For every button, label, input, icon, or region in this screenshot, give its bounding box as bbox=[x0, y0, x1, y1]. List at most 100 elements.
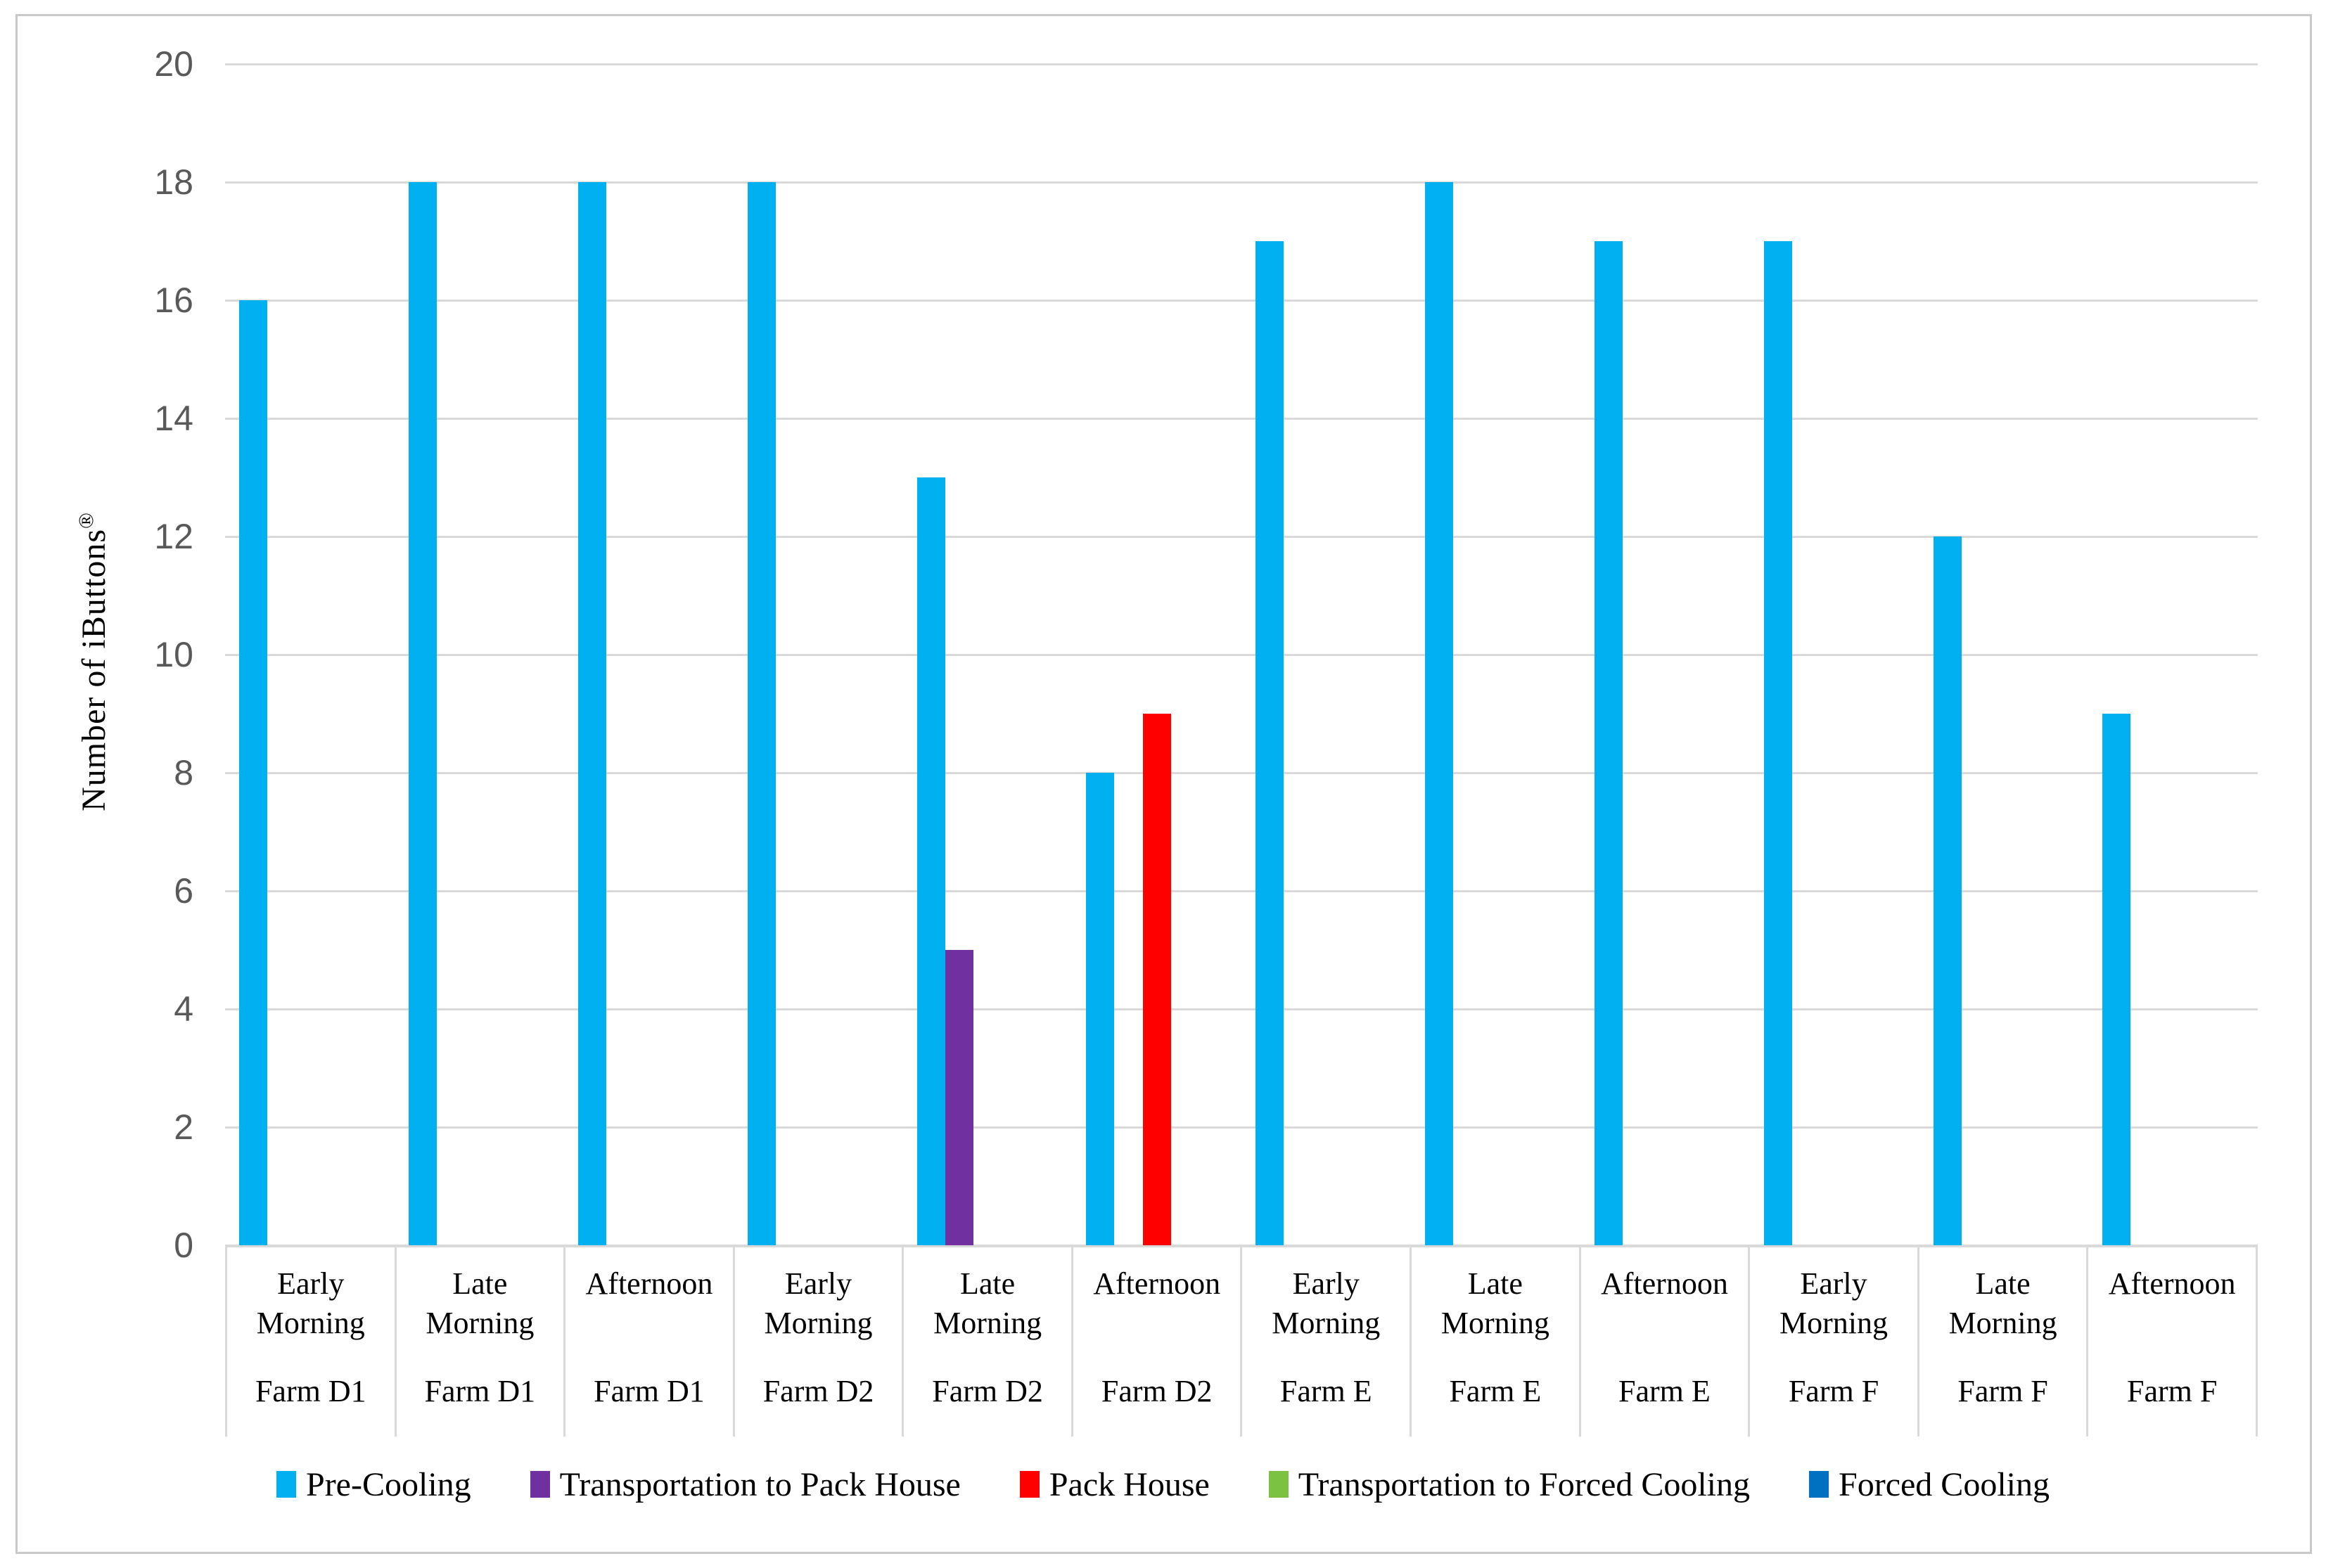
bar-slot-forced-cooling bbox=[1877, 64, 1905, 1245]
y-tick-label-18: 18 bbox=[154, 162, 193, 202]
bar-slot-forced-cooling bbox=[521, 64, 549, 1245]
bar-slot-transportation-to-forced-cooling bbox=[1509, 64, 1538, 1245]
bar-slot-transportation-to-pack-house bbox=[776, 64, 804, 1245]
category-column-afternoon-farm-e bbox=[1580, 64, 1750, 1245]
time-of-day-label: Late Morning bbox=[1948, 1266, 2057, 1340]
bar-cluster bbox=[239, 64, 380, 1245]
legend-label-pack-house: Pack House bbox=[1049, 1465, 1210, 1503]
bar-slot-pack-house bbox=[295, 64, 324, 1245]
bar-slot-transportation-to-forced-cooling bbox=[663, 64, 691, 1245]
bar-slot-transportation-to-pack-house bbox=[267, 64, 295, 1245]
gridline-8 bbox=[225, 771, 2258, 774]
bar-slot-forced-cooling bbox=[860, 64, 888, 1245]
category-column-late-morning-farm-e bbox=[1411, 64, 1580, 1245]
bar-slot-pack-house bbox=[1312, 64, 1340, 1245]
bar-slot-transportation-to-forced-cooling bbox=[324, 64, 352, 1245]
bar-slot-transportation-to-pack-house bbox=[2130, 64, 2159, 1245]
legend-swatch-forced-cooling bbox=[1809, 1471, 1829, 1498]
bar-pre-cooling-farm-f-early-morning bbox=[1763, 241, 1792, 1245]
bar-slot-transportation-to-pack-house bbox=[1962, 64, 1990, 1245]
bar-slot-forced-cooling bbox=[1199, 64, 1227, 1245]
bar-slot-pre-cooling bbox=[1594, 64, 1623, 1245]
farm-label: Farm F bbox=[1957, 1374, 2048, 1408]
farm-label: Farm F bbox=[2126, 1374, 2218, 1408]
bar-slot-forced-cooling bbox=[1030, 64, 1058, 1245]
farm-label: Farm F bbox=[1788, 1374, 1879, 1408]
legend-swatch-pack-house bbox=[1019, 1471, 1040, 1498]
y-tick-label-16: 16 bbox=[154, 281, 193, 320]
x-label-cell-afternoon-farm-e: Afternoon Farm E bbox=[1578, 1247, 1749, 1437]
bar-slot-pre-cooling bbox=[1933, 64, 1962, 1245]
bar-cluster bbox=[747, 64, 888, 1245]
category-column-early-morning-farm-f bbox=[1749, 64, 1919, 1245]
bar-pre-cooling-farm-d2-early-morning bbox=[747, 182, 776, 1245]
gridline-14 bbox=[225, 417, 2258, 420]
time-of-day-label: Early Morning bbox=[1779, 1266, 1888, 1340]
category-column-early-morning-farm-d1 bbox=[225, 64, 395, 1245]
farm-label: Farm D1 bbox=[424, 1374, 536, 1408]
farm-label: Farm D2 bbox=[1101, 1374, 1213, 1408]
time-of-day-label: Afternoon bbox=[1600, 1266, 1728, 1301]
bar-slot-transportation-to-pack-house bbox=[606, 64, 634, 1245]
bar-cluster bbox=[916, 64, 1058, 1245]
bar-slot-pack-house bbox=[973, 64, 1002, 1245]
bar-cluster bbox=[1255, 64, 1396, 1245]
legend-label-pre-cooling: Pre-Cooling bbox=[306, 1465, 471, 1503]
category-column-early-morning-farm-e bbox=[1241, 64, 1411, 1245]
x-label-cell-late-morning-farm-e: Late Morning Farm E bbox=[1410, 1247, 1579, 1437]
time-of-day-label: Late Morning bbox=[1440, 1266, 1549, 1340]
category-column-late-morning-farm-f bbox=[1919, 64, 2088, 1245]
category-column-afternoon-farm-d2 bbox=[1072, 64, 1241, 1245]
bar-pre-cooling-farm-e-afternoon bbox=[1594, 241, 1623, 1245]
legend-label-forced-cooling: Forced Cooling bbox=[1839, 1465, 2050, 1503]
gridline-16 bbox=[225, 299, 2258, 302]
bar-slot-transportation-to-forced-cooling bbox=[2018, 64, 2046, 1245]
legend-swatch-transportation-to-forced-cooling bbox=[1268, 1471, 1289, 1498]
bar-pre-cooling-farm-d1-late-morning bbox=[409, 182, 437, 1245]
legend-item-forced-cooling: Forced Cooling bbox=[1809, 1465, 2050, 1504]
bar-slot-forced-cooling bbox=[352, 64, 381, 1245]
gridline-2 bbox=[225, 1126, 2258, 1129]
y-axis-tick-labels: 0 2 4 6 8 10 12 14 16 18 20 bbox=[0, 46, 193, 1263]
bar-slot-pack-house bbox=[804, 64, 832, 1245]
farm-label: Farm D2 bbox=[932, 1374, 1043, 1408]
bar-pre-cooling-farm-e-late-morning bbox=[1425, 182, 1454, 1245]
bar-slot-transportation-to-forced-cooling bbox=[1848, 64, 1877, 1245]
bar-slot-pack-house bbox=[1820, 64, 1848, 1245]
bar-slot-pack-house bbox=[1142, 64, 1171, 1245]
bar-cluster bbox=[2102, 64, 2243, 1245]
bar-slot-forced-cooling bbox=[2046, 64, 2074, 1245]
gridline-10 bbox=[225, 653, 2258, 656]
x-label-cell-early-morning-farm-e: Early Morning Farm E bbox=[1240, 1247, 1410, 1437]
farm-label: Farm E bbox=[1618, 1374, 1711, 1408]
time-of-day-label: Late Morning bbox=[426, 1266, 535, 1340]
time-of-day-label: Late Morning bbox=[933, 1266, 1042, 1340]
y-tick-label-10: 10 bbox=[154, 635, 193, 674]
plot-area bbox=[225, 63, 2258, 1247]
legend-label-transportation-to-forced-cooling: Transportation to Forced Cooling bbox=[1298, 1465, 1751, 1503]
bar-slot-transportation-to-pack-house bbox=[1792, 64, 1820, 1245]
farm-label: Farm E bbox=[1449, 1374, 1542, 1408]
bar-slot-pre-cooling bbox=[409, 64, 437, 1245]
bar-slot-forced-cooling bbox=[1707, 64, 1735, 1245]
bar-slot-transportation-to-forced-cooling bbox=[832, 64, 860, 1245]
bar-slot-transportation-to-forced-cooling bbox=[1340, 64, 1368, 1245]
legend-swatch-pre-cooling bbox=[276, 1471, 296, 1498]
bar-slot-pre-cooling bbox=[1255, 64, 1284, 1245]
y-tick-label-0: 0 bbox=[174, 1226, 193, 1265]
bar-slot-forced-cooling bbox=[2216, 64, 2244, 1245]
bar-cluster bbox=[1763, 64, 1905, 1245]
bar-slot-pre-cooling bbox=[2102, 64, 2131, 1245]
bar-columns bbox=[225, 64, 2258, 1245]
bar-slot-pre-cooling bbox=[1425, 64, 1454, 1245]
bar-pre-cooling-farm-d1-afternoon bbox=[577, 182, 606, 1245]
time-of-day-label: Early Morning bbox=[764, 1266, 873, 1340]
y-tick-label-14: 14 bbox=[154, 399, 193, 438]
bar-slot-forced-cooling bbox=[1538, 64, 1566, 1245]
gridline-6 bbox=[225, 889, 2258, 892]
y-tick-label-12: 12 bbox=[154, 517, 193, 556]
y-tick-label-6: 6 bbox=[174, 871, 193, 911]
bar-pre-cooling-farm-d2-late-morning bbox=[916, 477, 945, 1245]
x-label-cell-late-morning-farm-d1: Late Morning Farm D1 bbox=[394, 1247, 564, 1437]
x-label-cell-early-morning-farm-f: Early Morning Farm F bbox=[1748, 1247, 1917, 1437]
